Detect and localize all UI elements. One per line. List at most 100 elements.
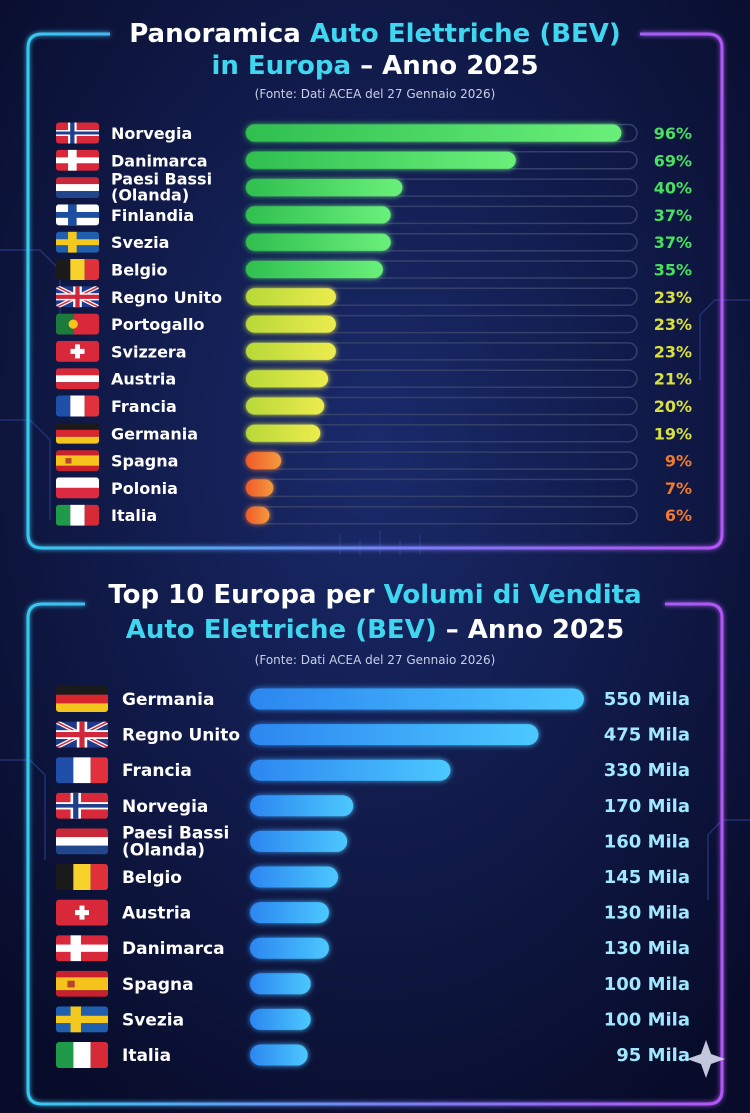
bar-row: Danimarca 130 Mila	[56, 935, 690, 962]
value-label: 9%	[665, 452, 692, 471]
bar	[246, 206, 391, 224]
bar	[250, 795, 354, 817]
france-flag-icon	[56, 395, 99, 417]
bar-row: Svezia 100 Mila	[56, 1006, 690, 1033]
title-part: – Anno 2025	[437, 615, 625, 645]
category-label: Italia	[111, 506, 157, 525]
italy-flag-icon	[56, 1042, 108, 1068]
bar-row: Belgio 35%	[56, 259, 692, 280]
bar	[246, 233, 391, 251]
category-label: Francia	[122, 761, 192, 781]
italy-flag-icon	[56, 504, 99, 526]
category-label: Paesi Bassi (Olanda)	[122, 823, 229, 860]
finland-flag-icon	[56, 204, 99, 226]
value-label: 145 Mila	[604, 867, 690, 888]
bar-row: Germania 19%	[56, 422, 692, 444]
circuit-line	[707, 819, 750, 900]
value-label: 96%	[654, 124, 692, 143]
value-label: 130 Mila	[604, 903, 690, 924]
category-label: Italia	[122, 1046, 171, 1066]
chart-title-line2: Auto Elettriche (BEV) – Anno 2025	[126, 615, 624, 645]
germany-flag-icon	[56, 686, 108, 712]
value-label: 7%	[665, 479, 692, 498]
category-label: Svezia	[111, 233, 169, 252]
category-label: Belgio	[122, 868, 182, 888]
category-label: Austria	[111, 370, 176, 389]
bar	[246, 397, 325, 415]
norway-flag-icon	[56, 122, 99, 144]
bar	[246, 124, 622, 142]
value-label: 23%	[654, 288, 692, 307]
value-label: 130 Mila	[604, 938, 690, 959]
value-label: 21%	[654, 370, 692, 389]
bar-row: Spagna 100 Mila	[56, 970, 690, 997]
category-label: Danimarca	[111, 151, 208, 170]
category-label: Belgio	[111, 261, 167, 280]
bar-row: Regno Unito 475 Mila	[56, 721, 690, 748]
category-label: Germania	[122, 690, 214, 710]
value-label: 37%	[654, 233, 692, 252]
bar-row: Spagna 9%	[56, 450, 692, 472]
panel-bev-share: Panoramica Auto Elettriche (BEV) in Euro…	[26, 19, 724, 550]
category-label: Svezia	[122, 1010, 184, 1030]
bar-rows: Germania 550 Mila Regno Unito 475 Mila Franc…	[56, 686, 690, 1068]
panel-frame	[26, 32, 724, 550]
switzerland-flag-icon	[56, 340, 99, 362]
bar-row: Italia 95 Mila	[56, 1042, 690, 1068]
bar-row: Italia 6%	[56, 504, 692, 526]
bar-row: Norvegia 170 Mila	[56, 792, 690, 819]
panel-bev-volumes: Top 10 Europa per Volumi di Vendita Auto…	[26, 580, 724, 1106]
bar	[246, 315, 336, 333]
value-label: 40%	[654, 179, 692, 198]
category-label: Regno Unito	[111, 288, 222, 307]
chart-subtitle: (Fonte: Dati ACEA del 27 Gennaio 2026)	[255, 653, 496, 667]
circuit-line	[0, 419, 51, 520]
category-label: Germania	[111, 424, 198, 443]
uk-flag-icon	[56, 721, 108, 748]
title-part: Volumi di Vendita	[384, 580, 642, 610]
value-label: 19%	[654, 424, 692, 443]
uk-flag-icon	[56, 286, 99, 308]
value-label: 100 Mila	[604, 974, 690, 995]
sweden-flag-icon	[56, 231, 99, 253]
bar-row: Svizzera 23%	[56, 340, 692, 362]
bar-row: Regno Unito 23%	[56, 286, 692, 308]
value-label: 330 Mila	[604, 760, 690, 781]
title-part: Auto Elettriche (BEV)	[126, 615, 437, 645]
bar	[250, 973, 311, 995]
switzerland-flag-icon	[56, 899, 108, 926]
austria-flag-icon	[56, 368, 99, 390]
value-label: 37%	[654, 206, 692, 225]
category-label: Austria	[122, 904, 191, 924]
bar	[246, 342, 336, 360]
bar	[250, 759, 451, 781]
category-label: Norvegia	[122, 797, 208, 817]
circuit-line	[699, 299, 750, 380]
bar	[250, 937, 329, 959]
chart-title-line2: in Europa – Anno 2025	[211, 51, 538, 81]
bar	[246, 452, 282, 470]
bar	[250, 830, 348, 852]
value-label: 69%	[654, 151, 692, 170]
category-label: Polonia	[111, 479, 178, 498]
bar-row: Austria 21%	[56, 368, 692, 390]
bar	[246, 288, 336, 306]
title-part: Auto Elettriche (BEV)	[310, 19, 621, 49]
bar-row: Norvegia 96%	[56, 122, 692, 144]
norway-flag-icon	[56, 792, 108, 819]
value-label: 23%	[654, 342, 692, 361]
category-label: Finlandia	[111, 206, 194, 225]
panel-frame	[26, 602, 724, 1106]
value-label: 550 Mila	[604, 689, 690, 710]
category-label: Spagna	[111, 452, 178, 471]
bar-row: Austria 130 Mila	[56, 899, 690, 926]
category-label: Svizzera	[111, 342, 187, 361]
spain-flag-icon	[56, 450, 99, 472]
value-label: 20%	[654, 397, 692, 416]
bar	[250, 1044, 308, 1066]
title-part: – Anno 2025	[351, 51, 539, 81]
bar	[246, 179, 403, 197]
bar-row: Germania 550 Mila	[56, 686, 690, 712]
bar-row: Finlandia 37%	[56, 204, 692, 226]
